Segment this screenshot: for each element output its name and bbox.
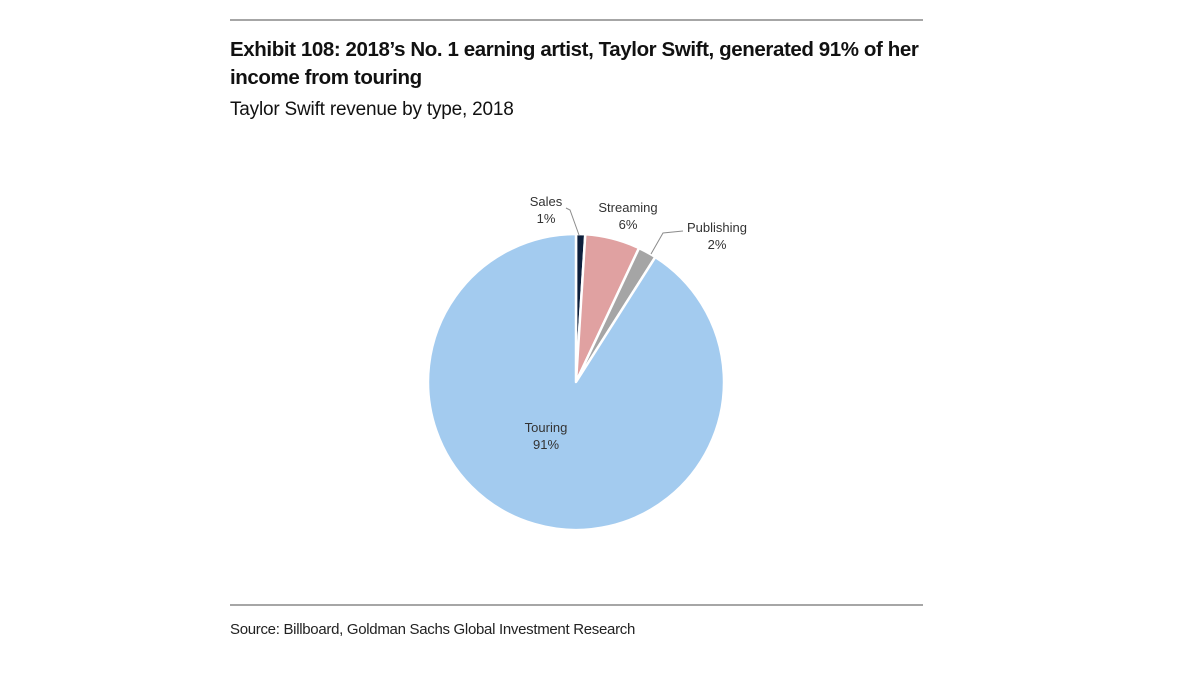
slice-value-streaming: 6% (619, 217, 638, 232)
chart-title: Exhibit 108: 2018’s No. 1 earning artist… (230, 38, 919, 89)
slice-label-touring: Touring (525, 420, 568, 435)
leader-line-publishing (650, 230, 684, 255)
top-rule (230, 19, 923, 21)
slice-value-sales: 1% (537, 211, 556, 226)
leader-line-sales (565, 207, 580, 236)
pie-slices (426, 232, 726, 532)
slice-label-sales: Sales (530, 194, 563, 209)
slice-value-publishing: 2% (708, 237, 727, 252)
chart-subtitle: Taylor Swift revenue by type, 2018 (230, 99, 514, 120)
pie-slice-touring (426, 232, 726, 532)
source-note: Source: Billboard, Goldman Sachs Global … (230, 621, 636, 638)
slice-value-touring: 91% (533, 437, 559, 452)
bottom-rule (230, 604, 923, 606)
leader-lines (565, 207, 684, 255)
slice-label-streaming: Streaming (598, 200, 657, 215)
slice-labels: Sales 1% Streaming 6% Publishing 2% Touring 91% (525, 194, 747, 452)
slice-label-publishing: Publishing (687, 220, 747, 235)
